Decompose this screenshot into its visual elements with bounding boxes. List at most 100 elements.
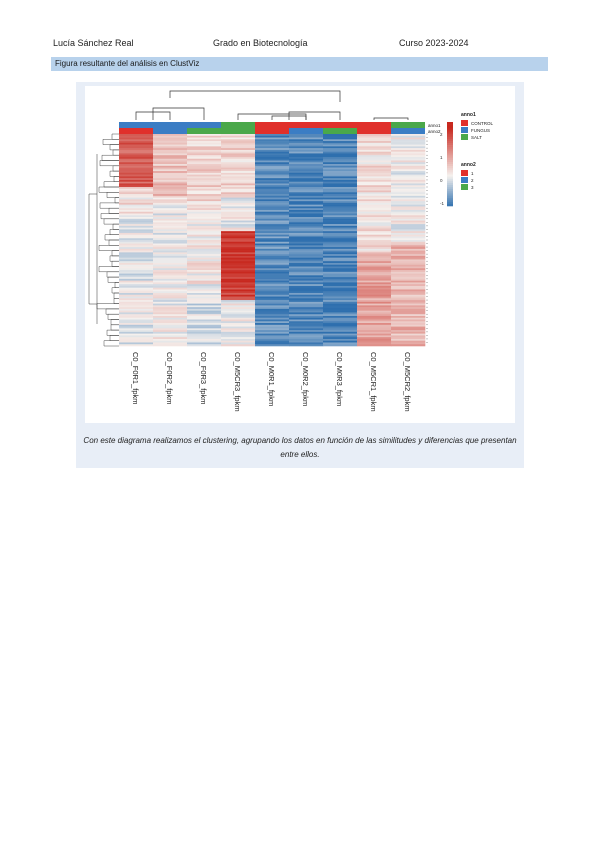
heatmap-cell	[289, 293, 324, 296]
heatmap-cell	[153, 218, 188, 221]
heatmap-cell	[357, 335, 392, 338]
heatmap-cell	[323, 305, 358, 308]
heatmap-cell	[323, 277, 358, 280]
heatmap-cell	[119, 236, 154, 239]
heatmap-cell	[289, 169, 324, 172]
heatmap-cell	[289, 218, 324, 221]
heatmap-cell	[153, 323, 188, 326]
heatmap-cell	[221, 156, 256, 160]
legend-label: 3	[471, 185, 474, 190]
heatmap-cell	[323, 317, 358, 320]
heatmap-cell	[323, 151, 358, 154]
heatmap-cell	[119, 342, 154, 345]
heatmap-cell	[153, 287, 188, 290]
heatmap-cell	[221, 187, 256, 190]
heatmap-cell	[187, 261, 222, 264]
heatmap-cell	[391, 335, 426, 338]
heatmap-cell	[187, 153, 222, 156]
heatmap-cell	[289, 333, 324, 336]
heatmap-cell	[289, 240, 324, 243]
heatmap-cell	[119, 268, 154, 271]
heatmap-cell	[153, 245, 188, 248]
heatmap-cell	[221, 317, 256, 320]
heatmap-cell	[289, 144, 324, 147]
heatmap-cell	[255, 165, 290, 168]
heatmap-cell	[289, 232, 324, 235]
heatmap-cell	[119, 257, 154, 260]
heatmap-cell	[221, 248, 256, 251]
heatmap-cell	[357, 225, 392, 228]
heatmap-cell	[221, 301, 256, 304]
column-dendrogram-branch	[237, 113, 307, 120]
heatmap-cell	[119, 206, 154, 209]
heatmap-cell	[119, 324, 154, 327]
heatmap-cell	[391, 252, 426, 255]
heatmap-cell	[255, 259, 290, 262]
heatmap-cell	[153, 176, 188, 179]
heatmap-cell	[357, 211, 392, 214]
anno1-cell	[391, 122, 425, 128]
legend-label: 2	[471, 178, 474, 183]
heatmap-cell	[357, 278, 392, 281]
heatmap-cell	[221, 149, 256, 152]
heatmap-cell	[187, 271, 222, 274]
heatmap-cell	[187, 187, 222, 190]
heatmap-cell	[391, 192, 426, 195]
colorbar-step	[447, 168, 453, 171]
heatmap-cell	[289, 291, 324, 294]
heatmap-cell	[221, 192, 256, 195]
heatmap-cell	[119, 259, 154, 262]
heatmap-cell	[255, 202, 290, 205]
heatmap-cell	[187, 215, 222, 218]
heatmap-cell	[153, 190, 188, 193]
heatmap-cell	[391, 215, 426, 218]
figure-area: anno1 anno2 C0_F0R1_fpkm C0_F0R2_fpkm C0_F0R…	[85, 86, 515, 423]
heatmap-cell	[119, 248, 154, 251]
heatmap-cell	[187, 192, 222, 195]
heatmap-cell	[323, 264, 358, 267]
heatmap-cell	[255, 247, 290, 250]
heatmap-cell	[187, 148, 222, 151]
heatmap-cell	[255, 337, 290, 340]
heatmap-cell	[221, 164, 256, 167]
heatmap-cell	[187, 155, 222, 158]
heatmap-cell	[391, 236, 426, 239]
heatmap-cell	[221, 158, 256, 161]
row-dendrogram-trunk	[88, 154, 98, 324]
heatmap-cell	[255, 319, 290, 322]
heatmap-cell	[153, 162, 188, 165]
heatmap-cell	[119, 273, 154, 276]
heatmap-cell	[289, 282, 324, 285]
heatmap-cell	[221, 232, 256, 235]
heatmap-cell	[357, 222, 392, 225]
heatmap-cell	[119, 308, 154, 311]
heatmap-cell	[153, 167, 188, 170]
heatmap-cell	[187, 317, 222, 320]
legend-swatch	[461, 120, 468, 126]
heatmap-cell	[391, 270, 426, 273]
heatmap-cell	[153, 179, 188, 182]
heatmap-cell	[323, 333, 358, 336]
legend-label: SALT	[471, 135, 482, 140]
heatmap-cell	[153, 261, 188, 264]
heatmap-cell	[153, 174, 188, 177]
colorbar-tick: 1	[440, 155, 443, 160]
heatmap-cell	[153, 262, 188, 266]
heatmap-cell	[255, 176, 290, 179]
heatmap-cell	[255, 197, 290, 200]
heatmap-cell	[391, 319, 426, 322]
heatmap-cell	[221, 264, 256, 267]
heatmap-cell	[119, 278, 154, 281]
heatmap-cell	[221, 224, 256, 227]
heatmap-cell	[187, 273, 222, 276]
heatmap-cell	[153, 142, 188, 145]
heatmap-cell	[153, 202, 188, 205]
heatmap-cell	[357, 314, 392, 317]
heatmap-cell	[221, 179, 256, 182]
heatmap-cell	[119, 135, 154, 138]
heatmap-cell	[391, 337, 426, 340]
heatmap-cell	[187, 185, 222, 188]
heatmap-cell	[289, 262, 324, 266]
heatmap-cell	[255, 220, 290, 223]
heatmap-cell	[119, 243, 154, 246]
